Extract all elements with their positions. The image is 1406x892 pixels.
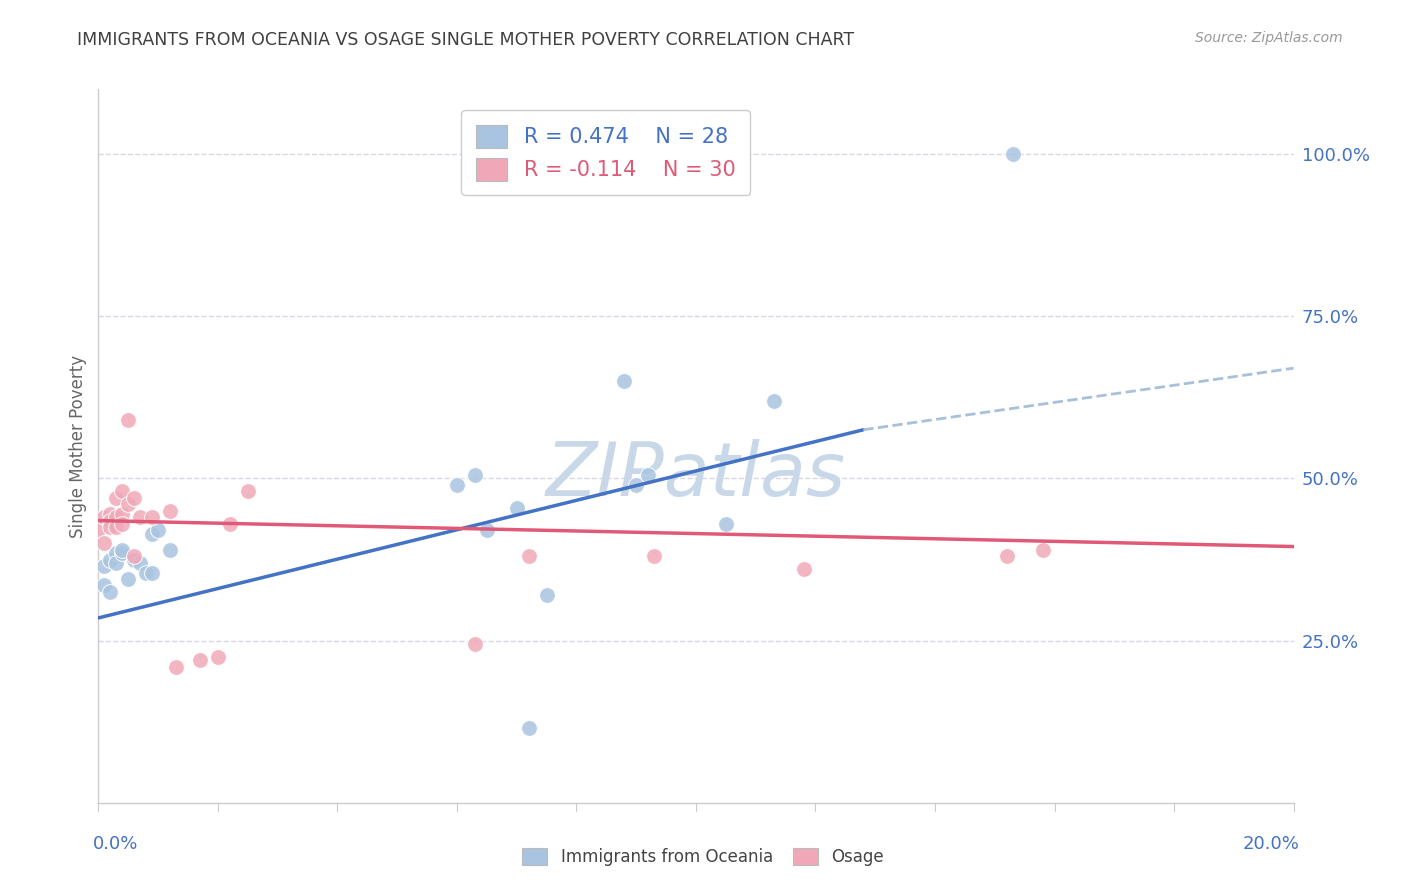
Point xyxy=(762,393,785,408)
Point xyxy=(105,556,128,570)
Point xyxy=(98,507,122,521)
Point xyxy=(141,526,163,541)
Point xyxy=(93,559,115,574)
Point xyxy=(159,542,181,557)
Y-axis label: Single Mother Poverty: Single Mother Poverty xyxy=(69,354,87,538)
Point xyxy=(141,510,163,524)
Text: 20.0%: 20.0% xyxy=(1243,835,1299,853)
Point xyxy=(219,516,242,531)
Legend: R = 0.474    N = 28, R = -0.114    N = 30: R = 0.474 N = 28, R = -0.114 N = 30 xyxy=(461,111,751,195)
Point xyxy=(124,552,146,566)
Point xyxy=(135,566,157,580)
Text: ZIPatlas: ZIPatlas xyxy=(546,439,846,510)
Point xyxy=(236,484,259,499)
Point xyxy=(98,552,122,566)
Point xyxy=(1001,147,1024,161)
Point xyxy=(129,556,152,570)
Point xyxy=(793,562,815,576)
Point xyxy=(446,478,468,492)
Point xyxy=(129,510,152,524)
Point xyxy=(124,549,146,564)
Point xyxy=(87,524,110,538)
Point xyxy=(995,549,1018,564)
Point xyxy=(111,516,134,531)
Point xyxy=(98,514,122,528)
Legend: Immigrants from Oceania, Osage: Immigrants from Oceania, Osage xyxy=(516,841,890,873)
Point xyxy=(105,520,128,534)
Point xyxy=(475,524,498,538)
Point xyxy=(207,649,229,664)
Point xyxy=(159,504,181,518)
Point xyxy=(98,585,122,599)
Point xyxy=(165,659,187,673)
Point xyxy=(93,536,115,550)
Point xyxy=(188,653,211,667)
Point xyxy=(124,491,146,505)
Point xyxy=(117,413,139,427)
Point xyxy=(626,478,648,492)
Point xyxy=(105,491,128,505)
Point xyxy=(141,566,163,580)
Point xyxy=(714,516,737,531)
Point xyxy=(506,500,529,515)
Point xyxy=(464,637,486,651)
Point xyxy=(111,507,134,521)
Point xyxy=(111,546,134,560)
Point xyxy=(105,546,128,560)
Text: Source: ZipAtlas.com: Source: ZipAtlas.com xyxy=(1195,31,1343,45)
Point xyxy=(1032,542,1054,557)
Point xyxy=(536,588,558,602)
Point xyxy=(643,549,665,564)
Text: 0.0%: 0.0% xyxy=(93,835,138,853)
Point xyxy=(613,374,636,388)
Point xyxy=(111,484,134,499)
Text: IMMIGRANTS FROM OCEANIA VS OSAGE SINGLE MOTHER POVERTY CORRELATION CHART: IMMIGRANTS FROM OCEANIA VS OSAGE SINGLE … xyxy=(77,31,855,49)
Point xyxy=(93,510,115,524)
Point xyxy=(517,549,540,564)
Point xyxy=(111,542,134,557)
Point xyxy=(148,524,170,538)
Point xyxy=(464,468,486,483)
Point xyxy=(93,578,115,592)
Point xyxy=(117,572,139,586)
Point xyxy=(105,510,128,524)
Point xyxy=(117,497,139,511)
Point xyxy=(637,468,659,483)
Point xyxy=(98,520,122,534)
Point xyxy=(517,721,540,735)
